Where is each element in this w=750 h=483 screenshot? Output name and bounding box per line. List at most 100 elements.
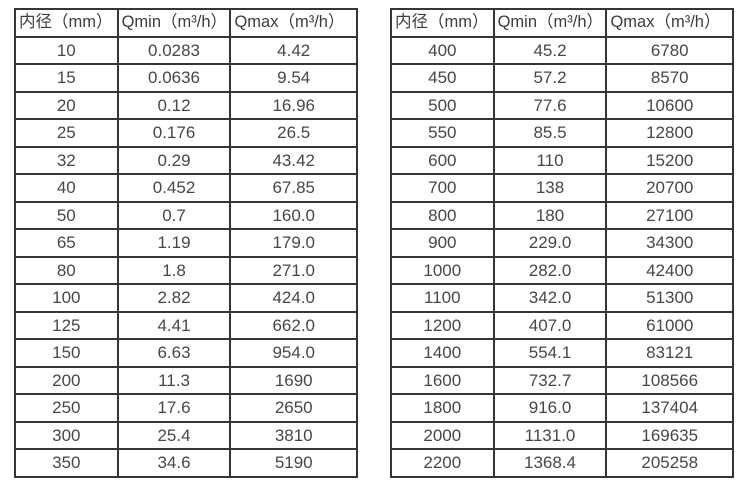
cell-qmax: 9.54 <box>229 63 358 93</box>
cell-qmin: 110 <box>492 145 608 175</box>
cell-qmin: 0.12 <box>116 90 232 120</box>
cell-diameter: 700 <box>390 173 495 203</box>
cell-diameter: 150 <box>14 338 119 368</box>
table-row: 900 229.0 34300 <box>390 228 734 258</box>
cell-qmax: 4.42 <box>229 35 358 65</box>
flow-table-large-diameters: 内径（mm） Qmin（m³/h） Qmax（m³/h） 400 45.2 6780 45… <box>390 8 734 478</box>
cell-qmin: 0.7 <box>116 200 232 230</box>
cell-diameter: 200 <box>14 365 119 395</box>
cell-qmin: 57.2 <box>492 63 608 93</box>
cell-qmax: 20700 <box>605 173 734 203</box>
cell-qmin: 45.2 <box>492 35 608 65</box>
cell-qmax: 61000 <box>605 310 734 340</box>
table-row: 2000 1131.0 169635 <box>390 420 734 450</box>
cell-qmax: 83121 <box>605 338 734 368</box>
col-header-qmax: Qmax（m³/h） <box>605 8 734 38</box>
cell-qmax: 2650 <box>229 393 358 423</box>
cell-qmax: 27100 <box>605 200 734 230</box>
cell-qmax: 160.0 <box>229 200 358 230</box>
table-row: 1000 282.0 42400 <box>390 255 734 285</box>
cell-diameter: 350 <box>14 448 119 478</box>
cell-diameter: 65 <box>14 228 119 258</box>
table-row: 50 0.7 160.0 <box>14 200 358 230</box>
cell-diameter: 250 <box>14 393 119 423</box>
cell-qmin: 25.4 <box>116 420 232 450</box>
table-row: 300 25.4 3810 <box>14 420 358 450</box>
cell-qmin: 342.0 <box>492 283 608 313</box>
table-row: 25 0.176 26.5 <box>14 118 358 148</box>
table-row: 800 180 27100 <box>390 200 734 230</box>
cell-diameter: 125 <box>14 310 119 340</box>
table-row: 700 138 20700 <box>390 173 734 203</box>
cell-diameter: 50 <box>14 200 119 230</box>
cell-qmin: 0.176 <box>116 118 232 148</box>
cell-qmin: 4.41 <box>116 310 232 340</box>
table-row: 10 0.0283 4.42 <box>14 35 358 65</box>
cell-qmin: 0.0283 <box>116 35 232 65</box>
cell-diameter: 1400 <box>390 338 495 368</box>
cell-qmin: 6.63 <box>116 338 232 368</box>
cell-diameter: 20 <box>14 90 119 120</box>
col-header-qmin: Qmin（m³/h） <box>116 8 232 38</box>
cell-qmax: 108566 <box>605 365 734 395</box>
cell-qmin: 11.3 <box>116 365 232 395</box>
cell-qmax: 1690 <box>229 365 358 395</box>
cell-diameter: 450 <box>390 63 495 93</box>
cell-qmin: 85.5 <box>492 118 608 148</box>
cell-qmax: 205258 <box>605 448 734 478</box>
cell-diameter: 550 <box>390 118 495 148</box>
cell-qmin: 2.82 <box>116 283 232 313</box>
cell-qmax: 662.0 <box>229 310 358 340</box>
cell-qmin: 554.1 <box>492 338 608 368</box>
cell-qmin: 229.0 <box>492 228 608 258</box>
cell-qmax: 169635 <box>605 420 734 450</box>
cell-diameter: 400 <box>390 35 495 65</box>
cell-qmin: 1.19 <box>116 228 232 258</box>
cell-qmax: 51300 <box>605 283 734 313</box>
cell-qmin: 34.6 <box>116 448 232 478</box>
col-header-diameter: 内径（mm） <box>390 8 495 38</box>
table-row: 350 34.6 5190 <box>14 448 358 478</box>
cell-qmax: 179.0 <box>229 228 358 258</box>
table-row: 1600 732.7 108566 <box>390 365 734 395</box>
cell-diameter: 500 <box>390 90 495 120</box>
cell-diameter: 1200 <box>390 310 495 340</box>
col-header-qmin: Qmin（m³/h） <box>492 8 608 38</box>
table-row: 80 1.8 271.0 <box>14 255 358 285</box>
cell-qmax: 16.96 <box>229 90 358 120</box>
cell-diameter: 1100 <box>390 283 495 313</box>
cell-qmin: 0.452 <box>116 173 232 203</box>
table-row: 15 0.0636 9.54 <box>14 63 358 93</box>
table-row: 250 17.6 2650 <box>14 393 358 423</box>
cell-qmax: 5190 <box>229 448 358 478</box>
cell-qmin: 916.0 <box>492 393 608 423</box>
cell-diameter: 25 <box>14 118 119 148</box>
cell-qmax: 43.42 <box>229 145 358 175</box>
header-row: 内径（mm） Qmin（m³/h） Qmax（m³/h） <box>14 8 358 38</box>
cell-diameter: 40 <box>14 173 119 203</box>
cell-qmin: 1.8 <box>116 255 232 285</box>
cell-qmax: 424.0 <box>229 283 358 313</box>
table-row: 500 77.6 10600 <box>390 90 734 120</box>
table-row: 600 110 15200 <box>390 145 734 175</box>
header-row: 内径（mm） Qmin（m³/h） Qmax（m³/h） <box>390 8 734 38</box>
table-row: 450 57.2 8570 <box>390 63 734 93</box>
cell-qmax: 67.85 <box>229 173 358 203</box>
table-row: 32 0.29 43.42 <box>14 145 358 175</box>
cell-diameter: 100 <box>14 283 119 313</box>
cell-diameter: 1800 <box>390 393 495 423</box>
cell-qmax: 26.5 <box>229 118 358 148</box>
table-row: 2200 1368.4 205258 <box>390 448 734 478</box>
cell-qmin: 282.0 <box>492 255 608 285</box>
cell-qmin: 1131.0 <box>492 420 608 450</box>
cell-qmin: 0.0636 <box>116 63 232 93</box>
cell-qmin: 77.6 <box>492 90 608 120</box>
cell-qmax: 137404 <box>605 393 734 423</box>
cell-qmin: 732.7 <box>492 365 608 395</box>
cell-diameter: 2000 <box>390 420 495 450</box>
cell-diameter: 80 <box>14 255 119 285</box>
cell-diameter: 800 <box>390 200 495 230</box>
table-row: 125 4.41 662.0 <box>14 310 358 340</box>
cell-qmax: 15200 <box>605 145 734 175</box>
